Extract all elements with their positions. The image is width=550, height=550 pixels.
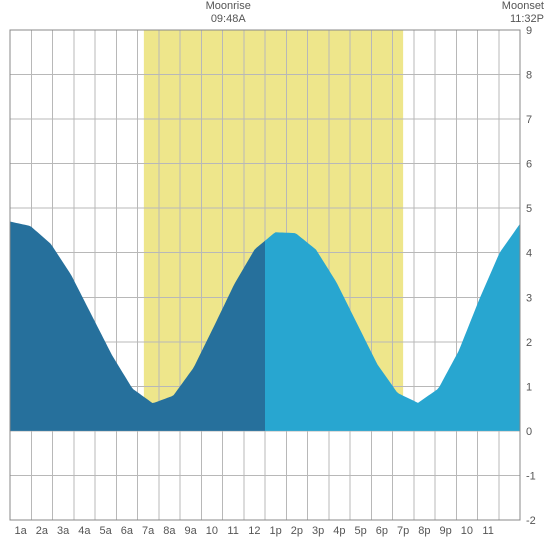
svg-text:4: 4 <box>526 248 532 260</box>
moonrise-block: Moonrise 09:48A <box>206 0 251 26</box>
svg-text:3a: 3a <box>57 525 70 537</box>
svg-text:6a: 6a <box>121 525 134 537</box>
tide-chart: Moonrise 09:48A Moonset 11:32P -2-101234… <box>0 0 550 550</box>
svg-text:11: 11 <box>482 525 493 537</box>
svg-text:5a: 5a <box>100 525 113 537</box>
moonset-block: Moonset 11:32P <box>502 0 544 26</box>
svg-text:12: 12 <box>248 525 260 537</box>
svg-text:9a: 9a <box>185 525 198 537</box>
moonrise-label: Moonrise <box>206 0 251 13</box>
svg-text:2a: 2a <box>36 525 49 537</box>
svg-text:10: 10 <box>461 525 473 537</box>
svg-text:1p: 1p <box>270 525 282 537</box>
svg-text:11: 11 <box>227 525 238 537</box>
svg-text:7a: 7a <box>142 525 155 537</box>
svg-text:7p: 7p <box>397 525 409 537</box>
svg-text:-2: -2 <box>526 515 536 527</box>
svg-text:-1: -1 <box>526 470 536 482</box>
svg-text:10: 10 <box>206 525 218 537</box>
svg-text:8a: 8a <box>163 525 176 537</box>
chart-svg: -2-101234567891a2a3a4a5a6a7a8a9a1011121p… <box>0 0 550 550</box>
svg-text:9p: 9p <box>440 525 452 537</box>
svg-text:8: 8 <box>526 70 532 82</box>
moonset-label: Moonset <box>502 0 544 13</box>
moonset-time: 11:32P <box>502 13 544 26</box>
moonrise-time: 09:48A <box>206 13 251 26</box>
svg-text:7: 7 <box>526 114 532 126</box>
svg-text:1a: 1a <box>15 525 28 537</box>
svg-text:4p: 4p <box>333 525 345 537</box>
chart-header: Moonrise 09:48A Moonset 11:32P <box>0 0 550 30</box>
svg-text:6p: 6p <box>376 525 388 537</box>
svg-text:5: 5 <box>526 203 532 215</box>
svg-text:3p: 3p <box>312 525 324 537</box>
svg-text:2: 2 <box>526 337 532 349</box>
svg-text:2p: 2p <box>291 525 303 537</box>
svg-text:3: 3 <box>526 292 532 304</box>
svg-text:8p: 8p <box>418 525 430 537</box>
svg-text:4a: 4a <box>78 525 91 537</box>
svg-text:1: 1 <box>526 381 532 393</box>
svg-text:0: 0 <box>526 426 532 438</box>
svg-text:6: 6 <box>526 159 532 171</box>
svg-text:5p: 5p <box>355 525 367 537</box>
